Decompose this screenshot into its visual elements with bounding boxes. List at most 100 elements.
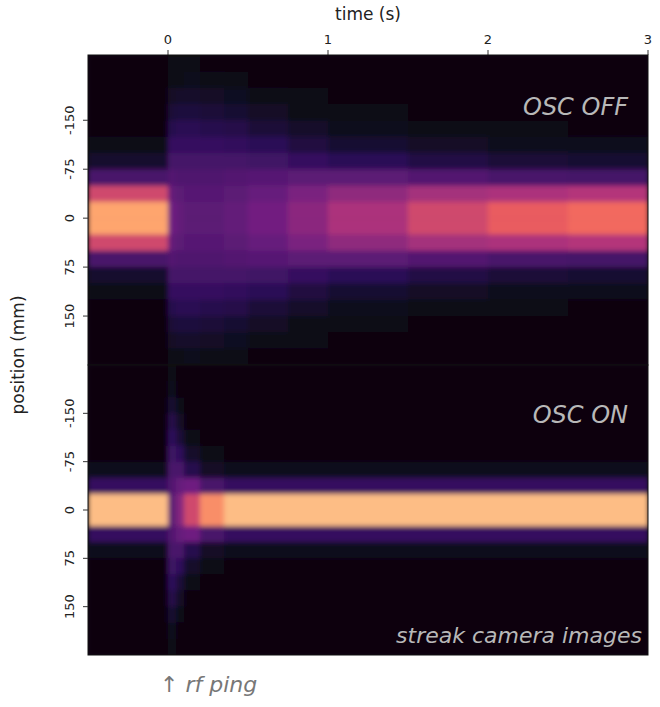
heatmap-cell	[200, 300, 225, 317]
heatmap-cell	[224, 462, 249, 479]
heatmap-cell	[168, 137, 177, 154]
heatmap-cell	[224, 478, 249, 495]
heatmap-cell	[224, 316, 249, 333]
heatmap-cell	[184, 186, 201, 203]
heatmap-cell	[184, 558, 201, 575]
heatmap-cell	[88, 267, 169, 284]
heatmap-cell	[288, 88, 329, 105]
heatmap-cell	[176, 558, 185, 575]
heatmap-cell	[248, 462, 289, 479]
heatmap-cell	[200, 381, 225, 398]
heatmap-cell	[408, 397, 489, 414]
heatmap-cell	[224, 137, 249, 154]
heatmap-cell	[328, 429, 409, 446]
heatmap-cell	[288, 218, 329, 235]
heatmap-cell	[200, 429, 225, 446]
heatmap-cell	[176, 153, 185, 170]
heatmap-cell	[288, 234, 329, 251]
heatmap-cell	[200, 283, 225, 300]
heatmap-cell	[288, 446, 329, 463]
heatmap-cell	[176, 332, 185, 349]
heatmap-cell	[168, 413, 177, 430]
x-tick	[168, 50, 169, 55]
heatmap-cell	[248, 558, 289, 575]
heatmap-cell	[408, 234, 489, 251]
y-tick-label: -75	[62, 159, 77, 180]
heatmap-cell	[488, 55, 569, 72]
heatmap-cell	[176, 397, 185, 414]
heatmap-cell	[248, 71, 289, 88]
heatmap-cell	[328, 55, 409, 72]
heatmap-cell	[288, 349, 329, 365]
x-tick-label: 3	[644, 32, 652, 47]
heatmap-cell	[224, 202, 249, 219]
heatmap-cell	[168, 639, 177, 655]
heatmap-cell	[248, 202, 289, 219]
x-tick-label: 1	[324, 32, 332, 47]
heatmap-cell	[176, 251, 185, 268]
heatmap-cell	[224, 429, 249, 446]
heatmap-cell	[288, 251, 329, 268]
heatmap-cell	[224, 55, 249, 72]
heatmap-cell	[408, 413, 489, 430]
y-tick	[83, 413, 88, 414]
heatmap-cell	[328, 526, 409, 543]
heatmap-cell	[88, 381, 169, 398]
heatmap-cell	[88, 591, 169, 608]
heatmap-cell	[248, 137, 289, 154]
heatmap-cell	[288, 316, 329, 333]
heatmap-cell	[488, 591, 569, 608]
heatmap-cell	[328, 607, 409, 624]
heatmap-cell	[200, 202, 225, 219]
heatmap-cell	[88, 510, 169, 527]
x-tick	[328, 50, 329, 55]
heatmap-cell	[488, 365, 569, 382]
heatmap-cell	[224, 153, 249, 170]
heatmap-cell	[200, 88, 225, 105]
heatmap-cell	[176, 429, 185, 446]
heatmap-cell	[288, 542, 329, 559]
heatmap-cell	[88, 186, 169, 203]
heatmap-cell	[568, 542, 648, 559]
heatmap-cell	[168, 494, 177, 511]
heatmap-cell	[408, 462, 489, 479]
heatmap-cell	[88, 574, 169, 591]
heatmap-cells	[88, 365, 648, 655]
heatmap-cell	[328, 283, 409, 300]
heatmap-cell	[568, 494, 648, 511]
heatmap-cell	[488, 300, 569, 317]
heatmap-cell	[328, 397, 409, 414]
heatmap-cell	[248, 186, 289, 203]
heatmap-cell	[88, 542, 169, 559]
heatmap-cell	[224, 300, 249, 317]
heatmap-cell	[248, 494, 289, 511]
x-tick	[648, 50, 649, 55]
heatmap-cell	[184, 300, 201, 317]
heatmap-cell	[224, 120, 249, 137]
heatmap-cell	[328, 104, 409, 121]
heatmap-cell	[568, 478, 648, 495]
heatmap-cell	[88, 153, 169, 170]
heatmap-cell	[408, 558, 489, 575]
heatmap-cell	[248, 526, 289, 543]
heatmap-cell	[176, 283, 185, 300]
heatmap-cell	[200, 332, 225, 349]
heatmap-cell	[200, 478, 225, 495]
heatmap-cell	[88, 413, 169, 430]
heatmap-cell	[288, 494, 329, 511]
heatmap-cell	[88, 607, 169, 624]
heatmap-cell	[408, 120, 489, 137]
heatmap-cell	[488, 542, 569, 559]
heatmap-cell	[88, 88, 169, 105]
heatmap-cell	[88, 300, 169, 317]
heatmap-cell	[176, 300, 185, 317]
heatmap-cell	[184, 526, 201, 543]
heatmap-cell	[88, 446, 169, 463]
heatmap-cell	[328, 120, 409, 137]
heatmap-cell	[488, 429, 569, 446]
heatmap-cell	[184, 446, 201, 463]
heatmap-cell	[568, 429, 648, 446]
heatmap-cell	[288, 478, 329, 495]
heatmap-cell	[328, 332, 409, 349]
heatmap-cell	[488, 607, 569, 624]
